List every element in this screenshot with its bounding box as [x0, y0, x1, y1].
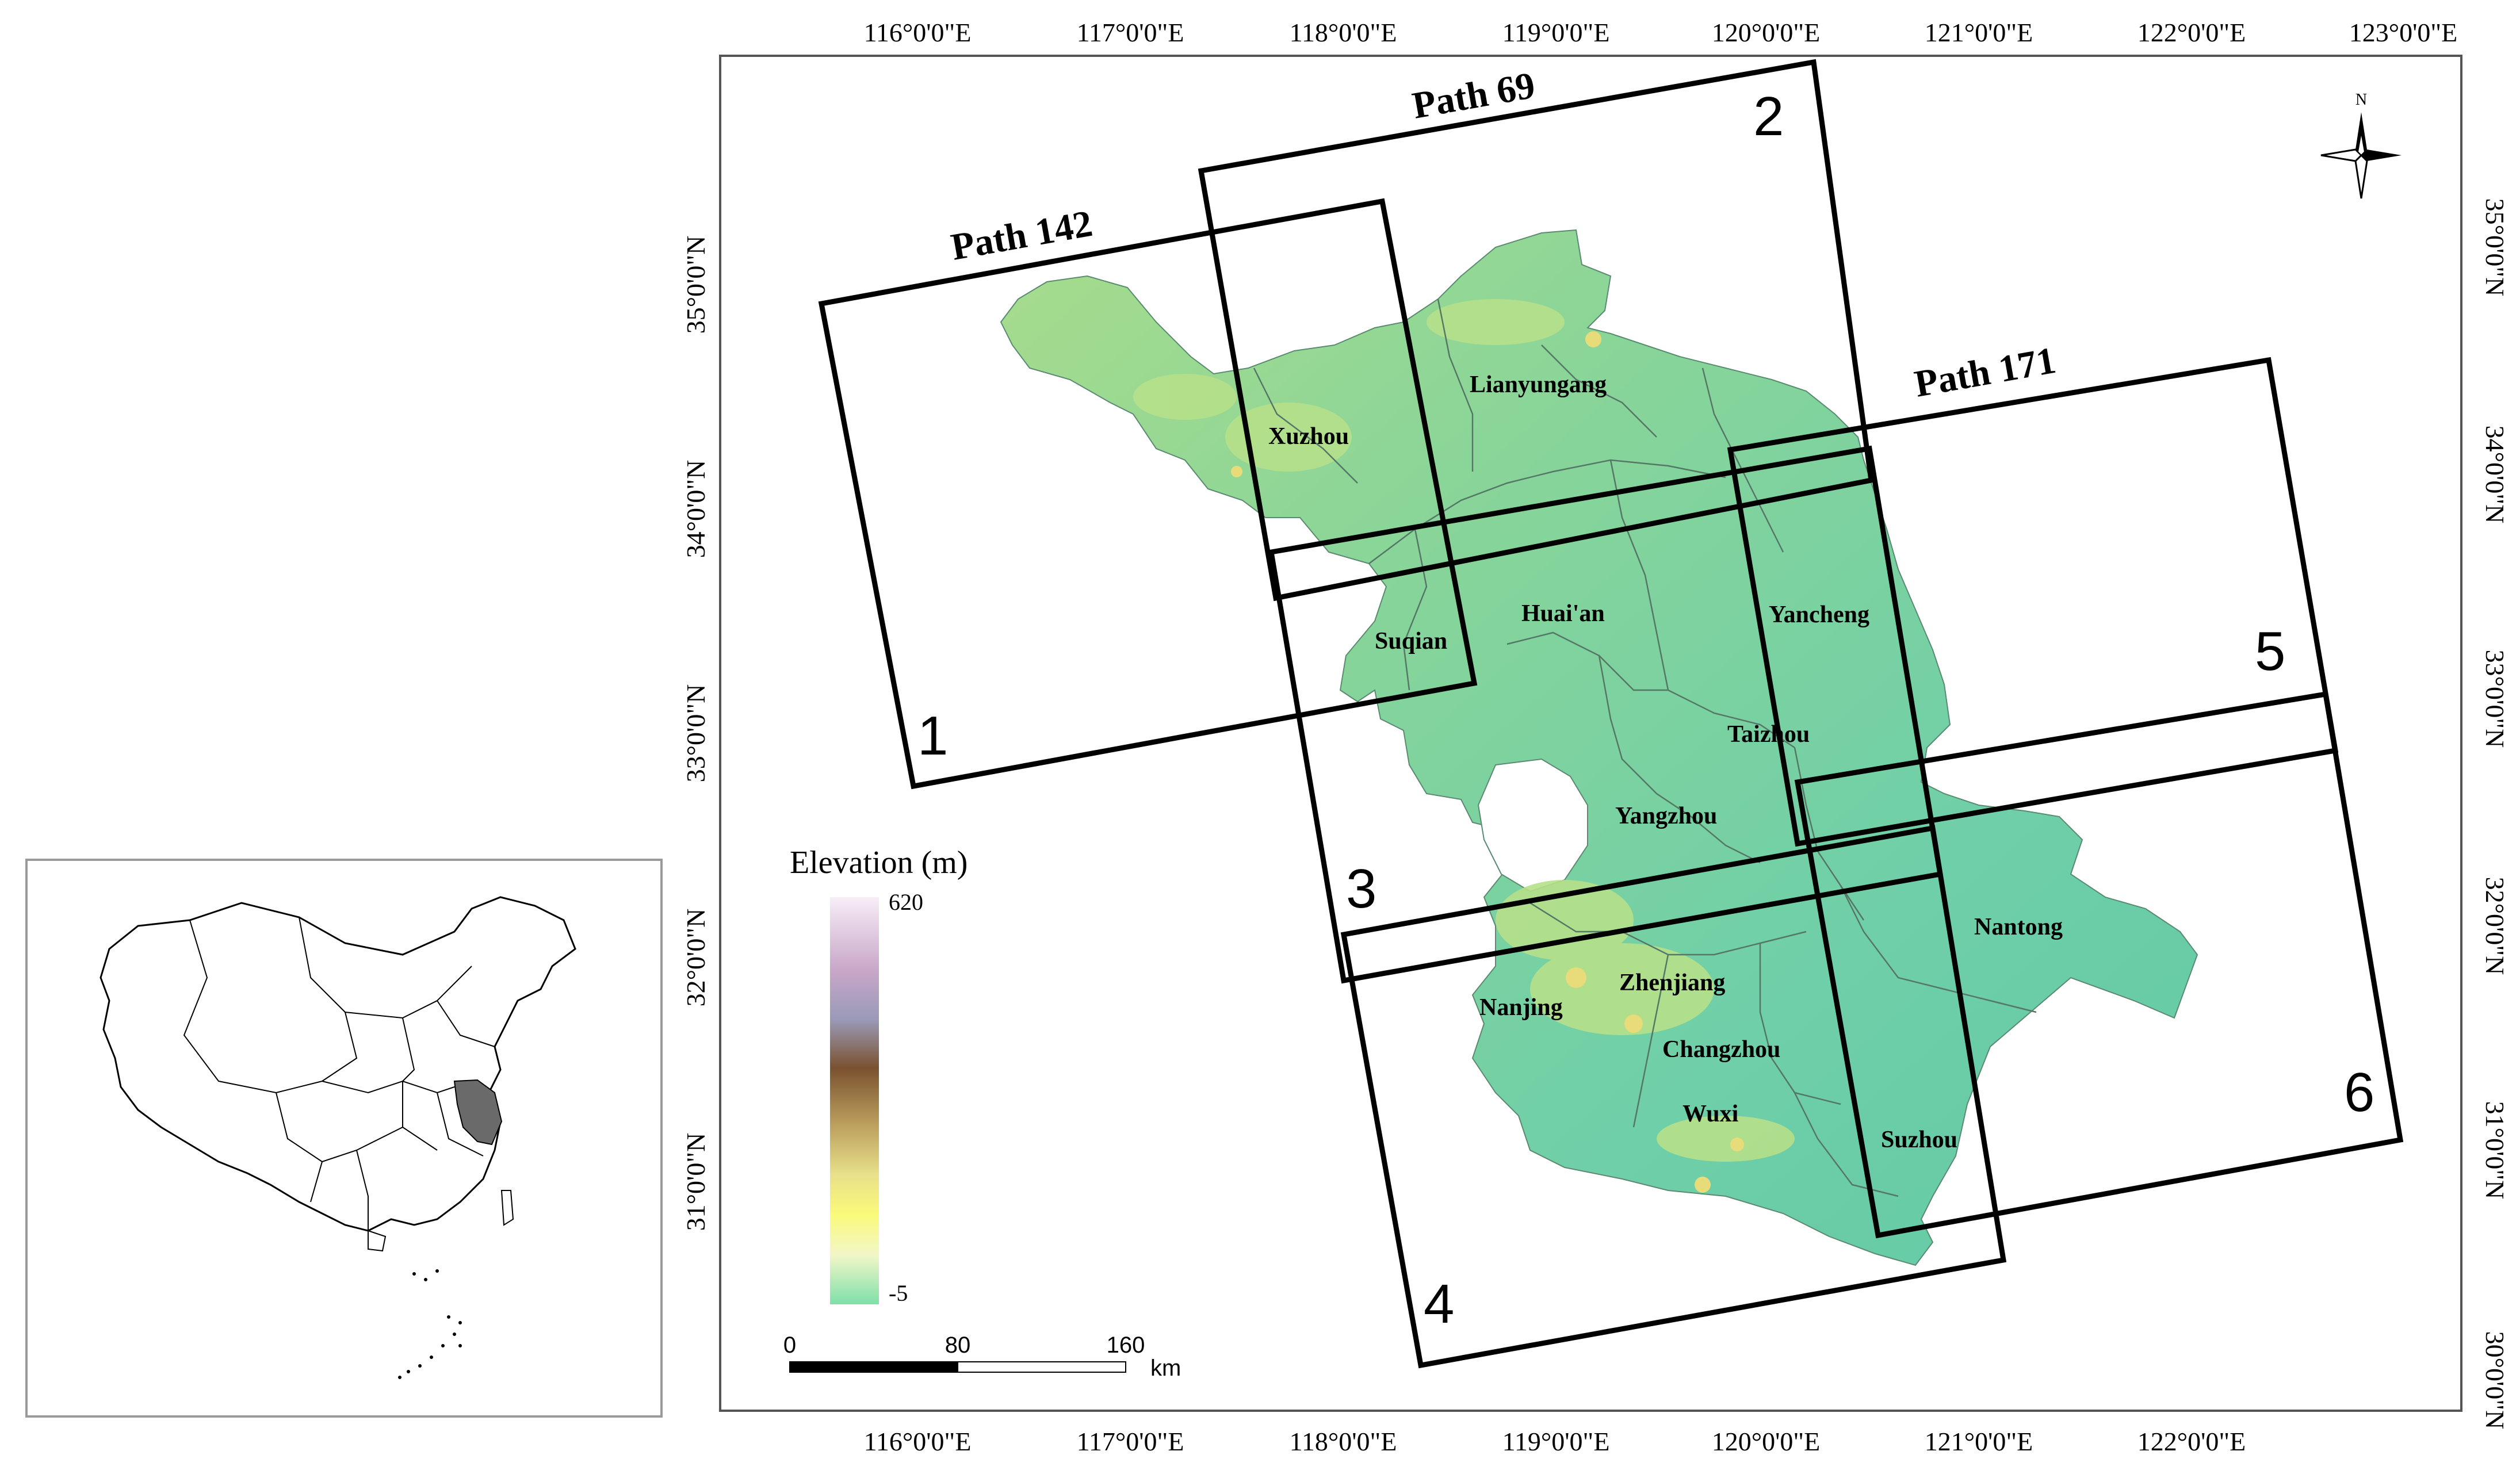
- province-shape: [1000, 229, 2198, 1266]
- scene-number-3: 3: [1346, 858, 1376, 920]
- city-label-xuzhou: Xuzhou: [1268, 423, 1349, 450]
- city-label-suzhou: Suzhou: [1881, 1127, 1957, 1153]
- scale-bar-segment-black: [789, 1361, 958, 1373]
- south-china-sea-islands: [398, 1269, 462, 1379]
- inset-map: [25, 859, 663, 1418]
- scale-label-80: 80: [945, 1333, 971, 1358]
- scene-number-4: 4: [1424, 1273, 1454, 1335]
- scene-number-6: 6: [2344, 1062, 2374, 1123]
- legend-min-value: -5: [889, 1280, 908, 1306]
- district-boundaries: [1253, 298, 2037, 1197]
- legend-max-value: 620: [889, 889, 923, 915]
- lat-ticks-left: 35°0'0"N 34°0'0"N 33°0'0"N 32°0'0"N 31°0…: [681, 236, 710, 1231]
- lat-tick-35-left: 35°0'0"N: [681, 236, 710, 334]
- lat-tick-34-right: 34°0'0"N: [2480, 426, 2510, 524]
- lat-tick-34-left: 34°0'0"N: [681, 460, 710, 558]
- lat-tick-33-left: 33°0'0"N: [681, 684, 710, 783]
- city-label-zhenjiang: Zhenjiang: [1619, 970, 1725, 996]
- scene-number-1: 1: [917, 705, 948, 767]
- lat-tick-31-left: 31°0'0"N: [681, 1133, 710, 1231]
- lon-tick-118-top: 118°0'0"E: [1290, 18, 1397, 47]
- city-label-changzhou: Changzhou: [1662, 1036, 1780, 1063]
- north-arrow-letter: N: [2355, 91, 2367, 109]
- lon-tick-122-bottom: 122°0'0"E: [2137, 1427, 2246, 1456]
- jiangsu-highlight: [453, 1079, 503, 1146]
- lon-tick-121-bottom: 121°0'0"E: [1925, 1427, 2033, 1456]
- lat-tick-33-right: 33°0'0"N: [2480, 650, 2510, 748]
- lon-tick-116-bottom: 116°0'0"E: [864, 1427, 972, 1456]
- lat-tick-35-right: 35°0'0"N: [2480, 198, 2510, 297]
- lon-tick-116-top: 116°0'0"E: [864, 18, 972, 47]
- city-label-nanjing: Nanjing: [1479, 994, 1563, 1021]
- lon-tick-123-top: 123°0'0"E: [2349, 18, 2458, 47]
- scene-numbers: 1 2 3 4 5 6: [917, 86, 2374, 1335]
- scene-4-footprint: [1340, 825, 2007, 1369]
- legend-title: Elevation (m): [790, 845, 968, 880]
- lat-ticks-right: 35°0'0"N 34°0'0"N 33°0'0"N 32°0'0"N 31°0…: [2480, 198, 2510, 1430]
- lon-tick-122-top: 122°0'0"E: [2137, 18, 2246, 47]
- scene-number-5: 5: [2255, 621, 2285, 682]
- lon-tick-121-top: 121°0'0"E: [1925, 18, 2033, 47]
- lon-tick-118-bottom: 118°0'0"E: [1290, 1427, 1397, 1456]
- scene-footprints: [818, 59, 2404, 1369]
- lat-tick-30-right: 30°0'0"N: [2480, 1331, 2510, 1430]
- scene-2-footprint: [1198, 59, 1875, 602]
- lon-tick-117-bottom: 117°0'0"E: [1077, 1427, 1184, 1456]
- city-label-taizhou: Taizhou: [1727, 721, 1810, 748]
- lat-tick-31-right: 31°0'0"N: [2480, 1101, 2510, 1200]
- lon-tick-117-top: 117°0'0"E: [1077, 18, 1184, 47]
- jiangsu-province: [1000, 229, 2198, 1266]
- city-label-yancheng: Yancheng: [1769, 602, 1869, 628]
- city-label-huaian: Huai'an: [1521, 600, 1605, 627]
- scene-number-2: 2: [1753, 86, 1784, 147]
- city-label-suqian: Suqian: [1375, 628, 1447, 654]
- city-label-nantong: Nantong: [1974, 914, 2063, 940]
- lon-ticks-bottom: 116°0'0"E 117°0'0"E 118°0'0"E 119°0'0"E …: [864, 1427, 2246, 1456]
- lon-tick-120-bottom: 120°0'0"E: [1712, 1427, 1821, 1456]
- lon-tick-120-top: 120°0'0"E: [1712, 18, 1821, 47]
- scale-unit: km: [1150, 1356, 1181, 1381]
- city-label-lianyungang: Lianyungang: [1470, 372, 1607, 398]
- scale-bar-segment-white: [957, 1361, 1126, 1373]
- scale-label-160: 160: [1107, 1333, 1145, 1358]
- lon-tick-119-bottom: 119°0'0"E: [1502, 1427, 1610, 1456]
- elevation-highlights: [1133, 299, 1795, 1162]
- city-labels: Lianyungang Xuzhou Suqian Huai'an Yanche…: [1268, 372, 2063, 1153]
- hainan-island: [368, 1230, 387, 1252]
- elevation-legend: Elevation (m) 620 -5: [790, 845, 968, 1306]
- lon-tick-119-top: 119°0'0"E: [1502, 18, 1610, 47]
- high-elevation-spots: [1231, 331, 1744, 1193]
- scale-label-0: 0: [783, 1333, 796, 1358]
- lon-ticks-top: 116°0'0"E 117°0'0"E 118°0'0"E 119°0'0"E …: [864, 18, 2458, 47]
- city-label-wuxi: Wuxi: [1682, 1101, 1739, 1127]
- scene-1-footprint: [818, 198, 1478, 790]
- legend-color-ramp: [830, 897, 879, 1304]
- compass-rose-icon: N: [2320, 91, 2402, 199]
- scale-bar: 0 80 160 km: [783, 1333, 1181, 1381]
- lat-tick-32-right: 32°0'0"N: [2480, 877, 2510, 975]
- taiwan-island: [500, 1190, 514, 1226]
- lat-tick-32-left: 32°0'0"N: [681, 909, 710, 1007]
- scene-6-footprint: [1794, 691, 2404, 1239]
- city-label-yangzhou: Yangzhou: [1615, 803, 1717, 829]
- inset-province-lines: [183, 917, 495, 1231]
